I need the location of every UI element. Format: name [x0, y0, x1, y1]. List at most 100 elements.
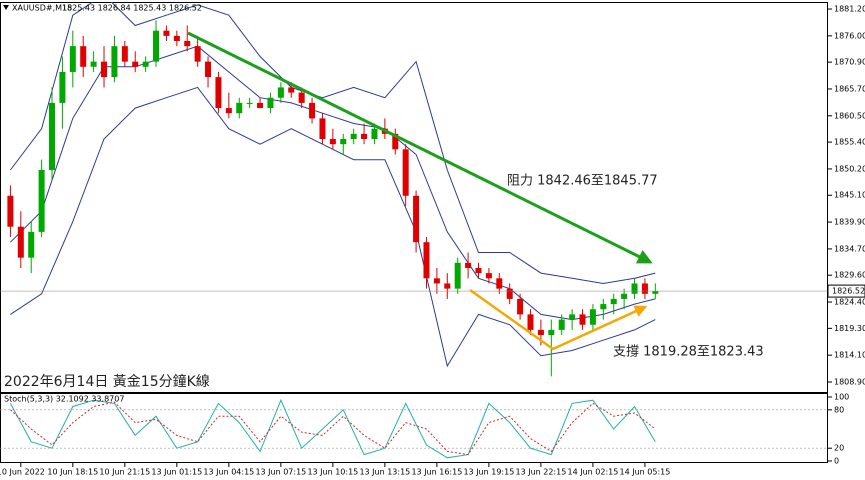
x-tick-label: 14 Jun 02:15 [568, 468, 619, 477]
bollinger-upper [10, 2, 656, 285]
x-tick-label: 13 Jun 07:15 [255, 468, 306, 477]
stoch-1 [10, 401, 656, 456]
caption: 2022年6月14日 黃金15分鐘K線 [4, 373, 210, 390]
candle-body [475, 267, 482, 274]
y-tick-label: 1865.70 [834, 84, 865, 93]
candle-body [184, 41, 191, 47]
candle-body [17, 226, 24, 258]
y-tick-label: 1855.40 [834, 138, 865, 147]
x-tick-label: 13 Jun 04:15 [203, 468, 254, 477]
candle-body [225, 108, 232, 114]
candle-body [236, 102, 243, 114]
bollinger-middle [10, 45, 656, 321]
candle-body [579, 314, 586, 325]
candle-body [433, 278, 440, 284]
candle-body [506, 288, 513, 299]
candle-body [465, 262, 472, 268]
candle-body [600, 304, 607, 310]
overlay: 1881.20 1876.00 1870.90 1865.70 1860.50 1855.… [0, 4, 865, 477]
x-tick-label: 10 Jun 2022 [0, 468, 45, 477]
candle-body [298, 92, 305, 103]
annotation: 支撐 1819.28至1823.43 [613, 345, 764, 360]
candle-body [444, 283, 451, 289]
x-tick-label: 13 Jun 19:15 [463, 468, 514, 477]
x-tick-label: 10 Jun 18:15 [47, 468, 98, 477]
candle-body [319, 118, 326, 140]
stoch-plot [0, 398, 828, 459]
candle-body [309, 102, 316, 119]
candle-body [527, 314, 534, 330]
x-tick-label: 13 Jun 10:15 [307, 468, 358, 477]
y-tick-label: 1829.60 [834, 271, 865, 280]
y-tick-label: 1876.00 [834, 31, 865, 40]
candle-body [38, 169, 45, 232]
main-frame [0, 2, 828, 393]
y-tick-label: 1824.40 [834, 298, 865, 307]
candle-body [413, 195, 420, 243]
candle-body [90, 61, 97, 67]
candle-body [641, 283, 648, 294]
candle-body [194, 46, 201, 62]
candle-body [558, 319, 565, 330]
y-tick-label: 1881.20 [834, 5, 865, 14]
candle-body [80, 46, 87, 67]
candle-body [423, 242, 430, 279]
candle-body [205, 61, 212, 78]
stoch-frame [0, 393, 828, 463]
y-tick-label: 1850.20 [834, 164, 865, 173]
support-trendline [469, 288, 648, 351]
candle-body [69, 46, 76, 72]
chart-subtitle: 1825.43 1826.84 1825.43 1826.52 [62, 4, 202, 13]
candle-body [111, 46, 118, 78]
candle-body [631, 283, 638, 294]
candle-body [7, 195, 14, 227]
candle-body [392, 133, 399, 150]
candle-body [28, 231, 35, 258]
candle-body [246, 102, 253, 104]
candle-body [132, 61, 139, 67]
candle-body [621, 293, 628, 299]
candle-body [142, 61, 149, 67]
candle-body [163, 30, 170, 36]
candle-body [652, 291, 659, 294]
x-tick-label: 13 Jun 01:15 [151, 468, 202, 477]
title-icon [3, 5, 9, 10]
candle-body [277, 87, 284, 98]
x-tick-label: 13 Jun 16:15 [411, 468, 462, 477]
candle-body [537, 329, 544, 336]
candle-body [49, 102, 56, 170]
resistance-trendline [187, 31, 653, 264]
x-tick-label: 13 Jun 13:15 [359, 468, 410, 477]
bollinger-lower [10, 86, 656, 368]
x-tick-label: 13 Jun 22:15 [515, 468, 566, 477]
y-tick-label: 20 [834, 444, 844, 453]
y-tick-label: 1839.90 [834, 218, 865, 227]
main-plot [0, 2, 828, 377]
last-price-label: 1826.52 [832, 287, 865, 296]
x-tick-label: 14 Jun 05:15 [620, 468, 671, 477]
candle-body [59, 71, 66, 103]
y-tick-label: 1834.70 [834, 244, 865, 253]
y-tick-label: 80 [834, 405, 844, 414]
annotation: 阻力 1842.46至1845.77 [507, 174, 658, 189]
candle-body [454, 262, 461, 289]
x-tick-label: 10 Jun 21:15 [99, 468, 150, 477]
candle-body [496, 278, 503, 289]
y-tick-label: 1860.50 [834, 111, 865, 120]
candle-body [485, 273, 492, 279]
candle-body [371, 128, 378, 140]
stoch-0 [9, 398, 656, 459]
y-tick-label: 100 [834, 393, 849, 402]
candle-body [610, 298, 617, 305]
stoch-title: Stoch(5,3,3) 32.1092 33.8707 [4, 395, 124, 404]
candle-body [329, 139, 336, 145]
candle-body [121, 46, 128, 62]
candle-body [257, 102, 264, 109]
y-tick-label: 1870.90 [834, 58, 865, 67]
candle-body [101, 61, 108, 78]
chart-title: XAUUSD#,M15 [12, 4, 72, 13]
candle-body [215, 77, 222, 109]
y-tick-label: 1808.90 [834, 377, 865, 386]
candle-body [569, 314, 576, 320]
